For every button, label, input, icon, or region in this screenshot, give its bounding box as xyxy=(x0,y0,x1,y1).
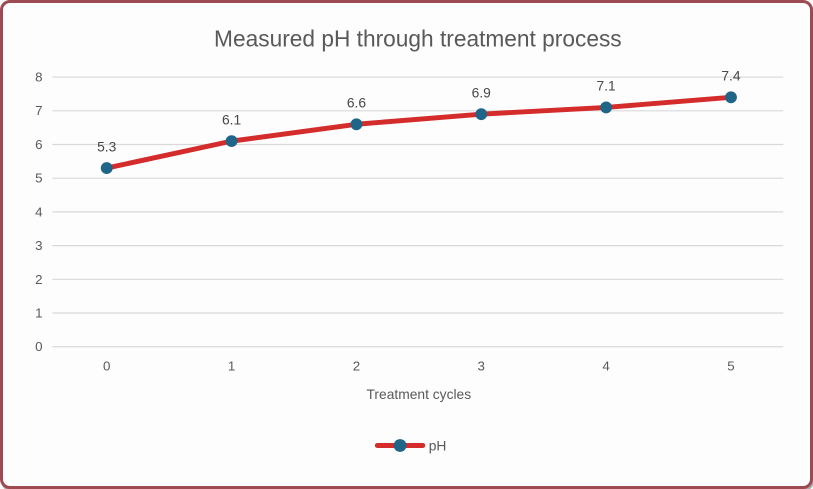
gridlines xyxy=(52,76,784,348)
legend: pH xyxy=(374,437,447,453)
y-axis-tick-labels: 0 1 2 3 4 5 6 7 8 xyxy=(35,70,43,355)
ph-series xyxy=(100,91,737,175)
data-point-marker xyxy=(475,108,488,121)
ph-line-chart: Measured pH through treatment process 0 1… xyxy=(35,25,784,453)
data-point-label: 7.4 xyxy=(721,68,741,84)
data-point-label: 6.9 xyxy=(472,84,492,100)
x-tick-label: 3 xyxy=(478,358,485,373)
ph-line xyxy=(104,94,734,171)
y-tick-label: 8 xyxy=(35,70,42,85)
x-tick-label: 0 xyxy=(103,358,110,373)
data-labels: 5.3 6.1 6.6 6.9 7.1 7.4 xyxy=(97,68,741,155)
x-tick-label: 2 xyxy=(353,358,360,373)
data-point-marker xyxy=(225,135,238,148)
y-tick-label: 3 xyxy=(35,238,42,253)
data-point-label: 6.6 xyxy=(347,94,367,110)
x-axis-title: Treatment cycles xyxy=(367,386,472,402)
data-point-marker xyxy=(350,118,363,131)
y-tick-label: 4 xyxy=(35,204,43,219)
y-tick-label: 2 xyxy=(35,272,42,287)
x-tick-label: 1 xyxy=(228,358,235,373)
data-point-label: 7.1 xyxy=(597,78,616,94)
y-tick-label: 6 xyxy=(35,137,42,152)
data-point-marker xyxy=(100,162,113,175)
data-point-label: 6.1 xyxy=(222,111,241,127)
y-tick-label: 0 xyxy=(35,339,42,354)
chart-title: Measured pH through treatment process xyxy=(214,25,622,51)
x-tick-label: 5 xyxy=(727,358,734,373)
y-tick-label: 7 xyxy=(35,103,42,118)
legend-marker-icon xyxy=(393,439,407,452)
x-tick-label: 4 xyxy=(602,358,610,373)
data-point-label: 5.3 xyxy=(97,138,117,154)
x-axis-tick-labels: 0 1 2 3 4 5 xyxy=(103,358,735,373)
data-point-marker xyxy=(600,101,613,114)
legend-label: pH xyxy=(429,437,447,453)
y-tick-label: 5 xyxy=(35,171,42,186)
y-tick-label: 1 xyxy=(35,305,42,320)
data-point-marker xyxy=(725,91,737,104)
